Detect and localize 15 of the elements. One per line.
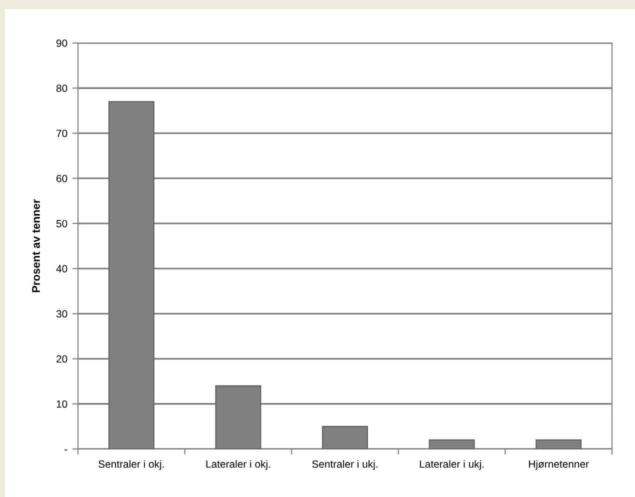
y-tick-label: 40 <box>56 265 68 272</box>
x-tick-label: Lateraler i ukj. <box>420 460 484 470</box>
y-tick-label: 50 <box>56 220 68 228</box>
y-tick-label: 10 <box>56 400 68 408</box>
y-tick-label: 80 <box>56 84 68 92</box>
x-tick-label: Hjørnetenner <box>529 460 589 470</box>
x-tick-label: Lateraler i okj. <box>206 460 270 470</box>
y-axis-title: Prosent av tenner <box>32 199 40 292</box>
y-tick-label: 90 <box>56 40 68 47</box>
y-tick-label: 30 <box>56 310 68 318</box>
y-tick-label: 20 <box>56 355 68 363</box>
x-tick-label: Sentraler i okj. <box>98 460 164 470</box>
y-tick-label: 60 <box>56 174 68 182</box>
y-tick-label: 70 <box>56 130 68 138</box>
x-tick-label: Sentraler i ukj. <box>312 460 378 470</box>
